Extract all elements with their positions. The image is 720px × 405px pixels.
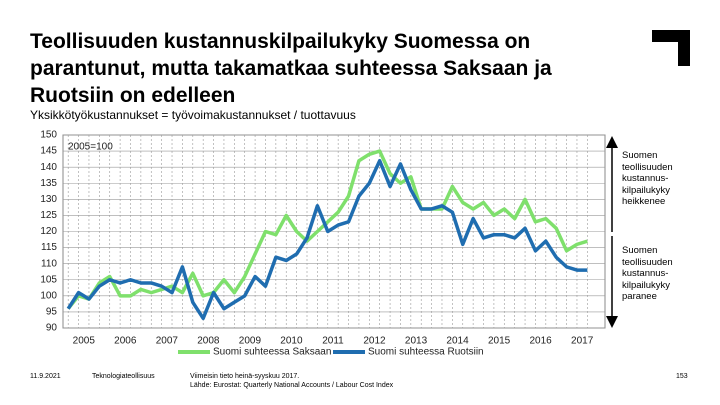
x-tick-label: 2008 <box>197 336 220 347</box>
side-note: teollisuuden <box>622 256 673 268</box>
side-note: kilpailukyky <box>622 279 671 291</box>
x-tick-label: 2013 <box>405 336 428 347</box>
legend-label: Suomi suhteessa Saksaan <box>213 347 331 358</box>
side-note: kustannus- <box>622 173 669 184</box>
y-tick-label: 100 <box>40 290 57 301</box>
y-tick-label: 95 <box>46 307 58 318</box>
legend-label: Suomi suhteessa Ruotsiin <box>368 347 484 358</box>
page-number: 153 <box>676 373 688 380</box>
footer-source: Lähde: Eurostat: Quarterly National Acco… <box>190 382 394 389</box>
y-tick-label: 150 <box>40 130 57 141</box>
y-tick-label: 125 <box>40 210 57 221</box>
side-note: paranee <box>622 291 657 302</box>
y-tick-label: 135 <box>40 178 57 189</box>
series-line <box>66 158 588 321</box>
y-tick-label: 90 <box>46 323 58 334</box>
x-tick-label: 2015 <box>488 336 511 347</box>
x-tick-label: 2016 <box>529 336 552 347</box>
side-note: teollisuuden <box>622 161 673 173</box>
footer-date: 11.9.2021 <box>30 373 61 380</box>
x-tick-label: 2017 <box>571 336 594 347</box>
y-tick-label: 120 <box>40 226 57 237</box>
x-tick-label: 2005 <box>73 336 96 347</box>
x-tick-label: 2010 <box>280 336 303 347</box>
side-note: Suomen <box>622 150 658 161</box>
x-tick-label: 2011 <box>322 336 344 347</box>
y-tick-label: 140 <box>40 162 57 173</box>
side-note: Suomen <box>622 245 658 256</box>
x-tick-label: 2014 <box>446 336 469 347</box>
x-tick-label: 2006 <box>114 336 137 347</box>
title: Teollisuuden kustannuskilpailukyky Suome… <box>30 30 552 107</box>
side-note: kilpailukyky <box>622 184 671 196</box>
y-tick-label: 130 <box>40 194 57 205</box>
x-tick-label: 2007 <box>156 336 179 347</box>
y-tick-label: 115 <box>41 242 57 253</box>
annotation: 2005=100 <box>68 142 113 153</box>
footer-org: Teknologiateollisuus <box>92 373 155 380</box>
x-tick-label: 2012 <box>363 336 386 347</box>
footer-latest: Viimeisin tieto heinä-syyskuu 2017. <box>190 373 300 380</box>
y-tick-label: 110 <box>41 258 57 269</box>
y-tick-label: 145 <box>40 146 57 157</box>
side-note: heikkenee <box>622 196 666 207</box>
side-note: kustannus- <box>622 268 669 279</box>
logo <box>652 30 690 66</box>
x-tick-label: 2009 <box>239 336 262 347</box>
series-line <box>66 149 588 310</box>
y-tick-label: 105 <box>40 274 57 285</box>
subtitle: Yksikkötyökustannukset = työvoimakustann… <box>30 108 356 122</box>
